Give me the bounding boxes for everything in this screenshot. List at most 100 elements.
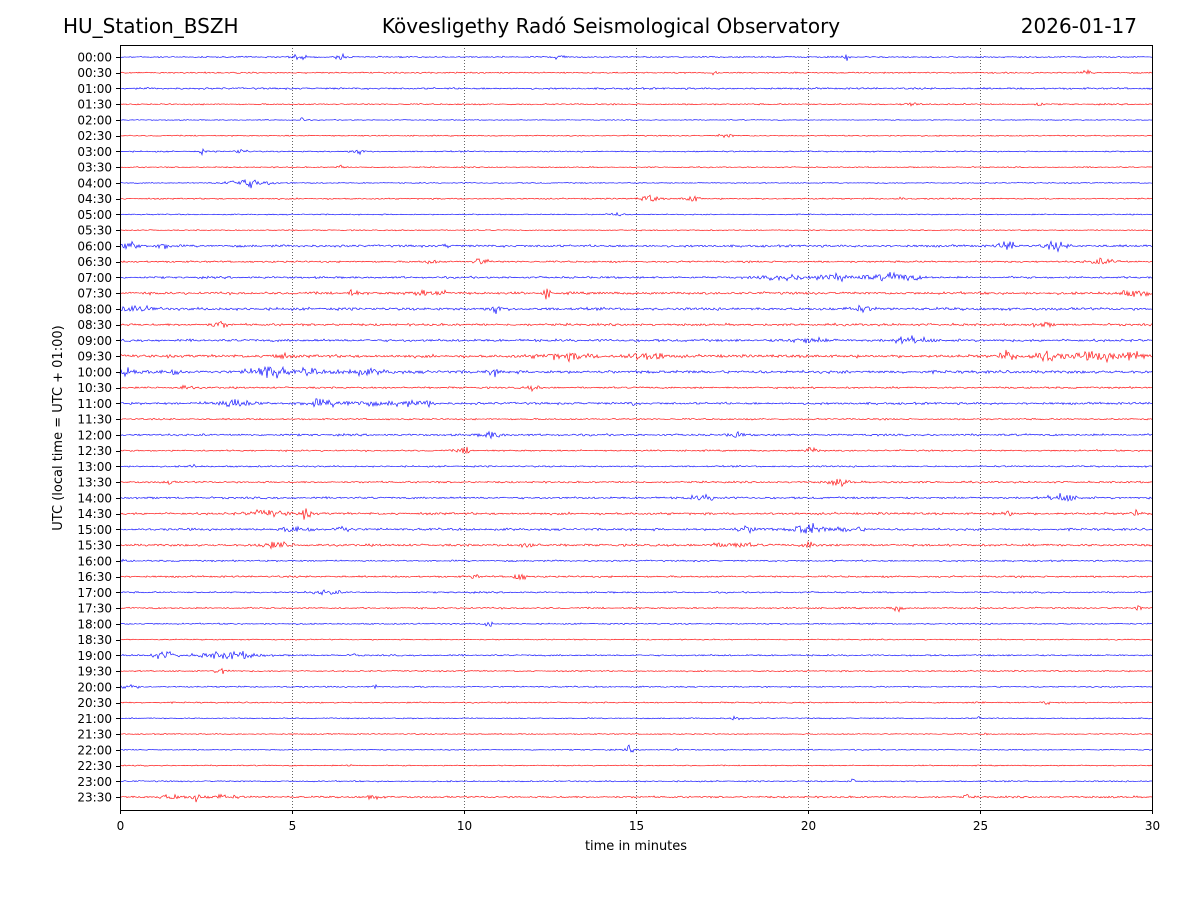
y-tick-label: 13:30 xyxy=(77,476,112,490)
trace-0230 xyxy=(119,133,1153,139)
y-tick-label: 02:00 xyxy=(77,113,112,127)
trace-2000 xyxy=(119,683,1153,690)
x-tick-label: 30 xyxy=(1145,819,1160,833)
plot-frame xyxy=(120,45,1153,811)
trace-1600 xyxy=(119,558,1153,563)
y-tick-label: 13:00 xyxy=(77,460,112,474)
y-tick-label: 22:00 xyxy=(77,743,112,757)
y-tick-label: 07:30 xyxy=(77,287,112,301)
trace-0000 xyxy=(119,52,1153,61)
trace-0800 xyxy=(119,304,1153,314)
trace-0030 xyxy=(119,68,1153,76)
y-tick-label: 11:00 xyxy=(77,397,112,411)
trace-2330 xyxy=(119,793,1153,803)
y-tick-label: 01:30 xyxy=(77,98,112,112)
trace-0830 xyxy=(119,320,1153,329)
trace-1300 xyxy=(119,463,1153,468)
y-tick-label: 11:30 xyxy=(77,413,112,427)
y-tick-label: 19:30 xyxy=(77,665,112,679)
x-tick-label: 10 xyxy=(457,819,472,833)
trace-0530 xyxy=(119,229,1153,232)
y-tick-label: 16:00 xyxy=(77,554,112,568)
seismic-traces xyxy=(119,52,1153,803)
trace-2030 xyxy=(119,701,1153,706)
y-tick-label: 19:00 xyxy=(77,649,112,663)
y-tick-label: 03:00 xyxy=(77,145,112,159)
y-tick-label: 08:00 xyxy=(77,302,112,316)
y-tick-label: 09:00 xyxy=(77,334,112,348)
y-tick-label: 00:30 xyxy=(77,66,112,80)
y-tick-label: 20:00 xyxy=(77,680,112,694)
y-tick-label: 03:30 xyxy=(77,161,112,175)
trace-2130 xyxy=(119,732,1153,736)
y-tick-label: 14:00 xyxy=(77,491,112,505)
trace-1030 xyxy=(119,384,1153,393)
y-tick-label: 17:00 xyxy=(77,586,112,600)
x-tick-label: 0 xyxy=(117,819,125,833)
trace-1530 xyxy=(119,540,1153,550)
trace-0630 xyxy=(119,257,1153,265)
y-tick-label: 05:00 xyxy=(77,208,112,222)
grid-lines xyxy=(292,45,981,810)
trace-1000 xyxy=(119,365,1153,379)
y-tick-label: 17:30 xyxy=(77,602,112,616)
trace-1700 xyxy=(119,589,1153,596)
trace-1200 xyxy=(119,430,1152,440)
trace-1900 xyxy=(119,650,1153,660)
y-tick-label: 23:00 xyxy=(77,775,112,789)
y-tick-label: 18:00 xyxy=(77,617,112,631)
trace-1130 xyxy=(119,417,1153,421)
y-axis-label: UTC (local time = UTC + 01:00) xyxy=(51,325,66,530)
y-tick-label: 09:30 xyxy=(77,350,112,364)
y-tick-label: 15:30 xyxy=(77,539,112,553)
x-axis-label: time in minutes xyxy=(585,839,687,854)
station-title: HU_Station_BSZH xyxy=(63,14,239,38)
trace-1230 xyxy=(119,446,1153,455)
y-tick-label: 04:30 xyxy=(77,192,112,206)
trace-0330 xyxy=(119,164,1153,169)
y-tick-label: 16:30 xyxy=(77,570,112,584)
date-title: 2026-01-17 xyxy=(1020,14,1137,38)
trace-0930 xyxy=(119,349,1153,364)
y-tick-label: 20:30 xyxy=(77,696,112,710)
trace-0430 xyxy=(119,194,1153,202)
y-tick-label: 14:30 xyxy=(77,507,112,521)
trace-0300 xyxy=(119,147,1153,157)
y-tick-label: 18:30 xyxy=(77,633,112,647)
trace-2200 xyxy=(119,744,1153,753)
trace-0100 xyxy=(119,86,1153,91)
y-tick-label: 05:30 xyxy=(77,224,112,238)
x-tick-label: 5 xyxy=(289,819,297,833)
x-tick-label: 25 xyxy=(973,819,988,833)
observatory-title: Kövesligethy Radó Seismological Observat… xyxy=(381,14,841,38)
trace-1100 xyxy=(119,398,1153,409)
trace-2100 xyxy=(119,715,1153,721)
x-tick-label: 20 xyxy=(801,819,816,833)
trace-1400 xyxy=(119,493,1153,502)
trace-1430 xyxy=(119,508,1153,520)
y-tick-label: 15:00 xyxy=(77,523,112,537)
x-axis: 0 5 10 15 20 25 30 xyxy=(117,810,1160,833)
y-tick-label: 02:30 xyxy=(77,129,112,143)
trace-0400 xyxy=(119,178,1153,189)
y-tick-label: 12:00 xyxy=(77,428,112,442)
y-tick-label: 08:30 xyxy=(77,318,112,332)
trace-1800 xyxy=(119,621,1153,627)
y-tick-label: 00:00 xyxy=(77,51,112,65)
trace-1830 xyxy=(119,638,1153,641)
y-tick-label: 21:30 xyxy=(77,728,112,742)
y-tick-label: 07:00 xyxy=(77,271,112,285)
y-tick-label: 22:30 xyxy=(77,759,112,773)
trace-0600 xyxy=(119,240,1153,253)
y-tick-label: 10:30 xyxy=(77,381,112,395)
y-tick-label: 12:30 xyxy=(77,444,112,458)
y-tick-label: 06:00 xyxy=(77,239,112,253)
y-tick-label: 04:00 xyxy=(77,176,112,190)
trace-0500 xyxy=(119,211,1153,217)
trace-0900 xyxy=(119,335,1153,345)
y-tick-label: 01:00 xyxy=(77,82,112,96)
trace-0130 xyxy=(119,102,1153,107)
trace-1630 xyxy=(119,573,1153,581)
